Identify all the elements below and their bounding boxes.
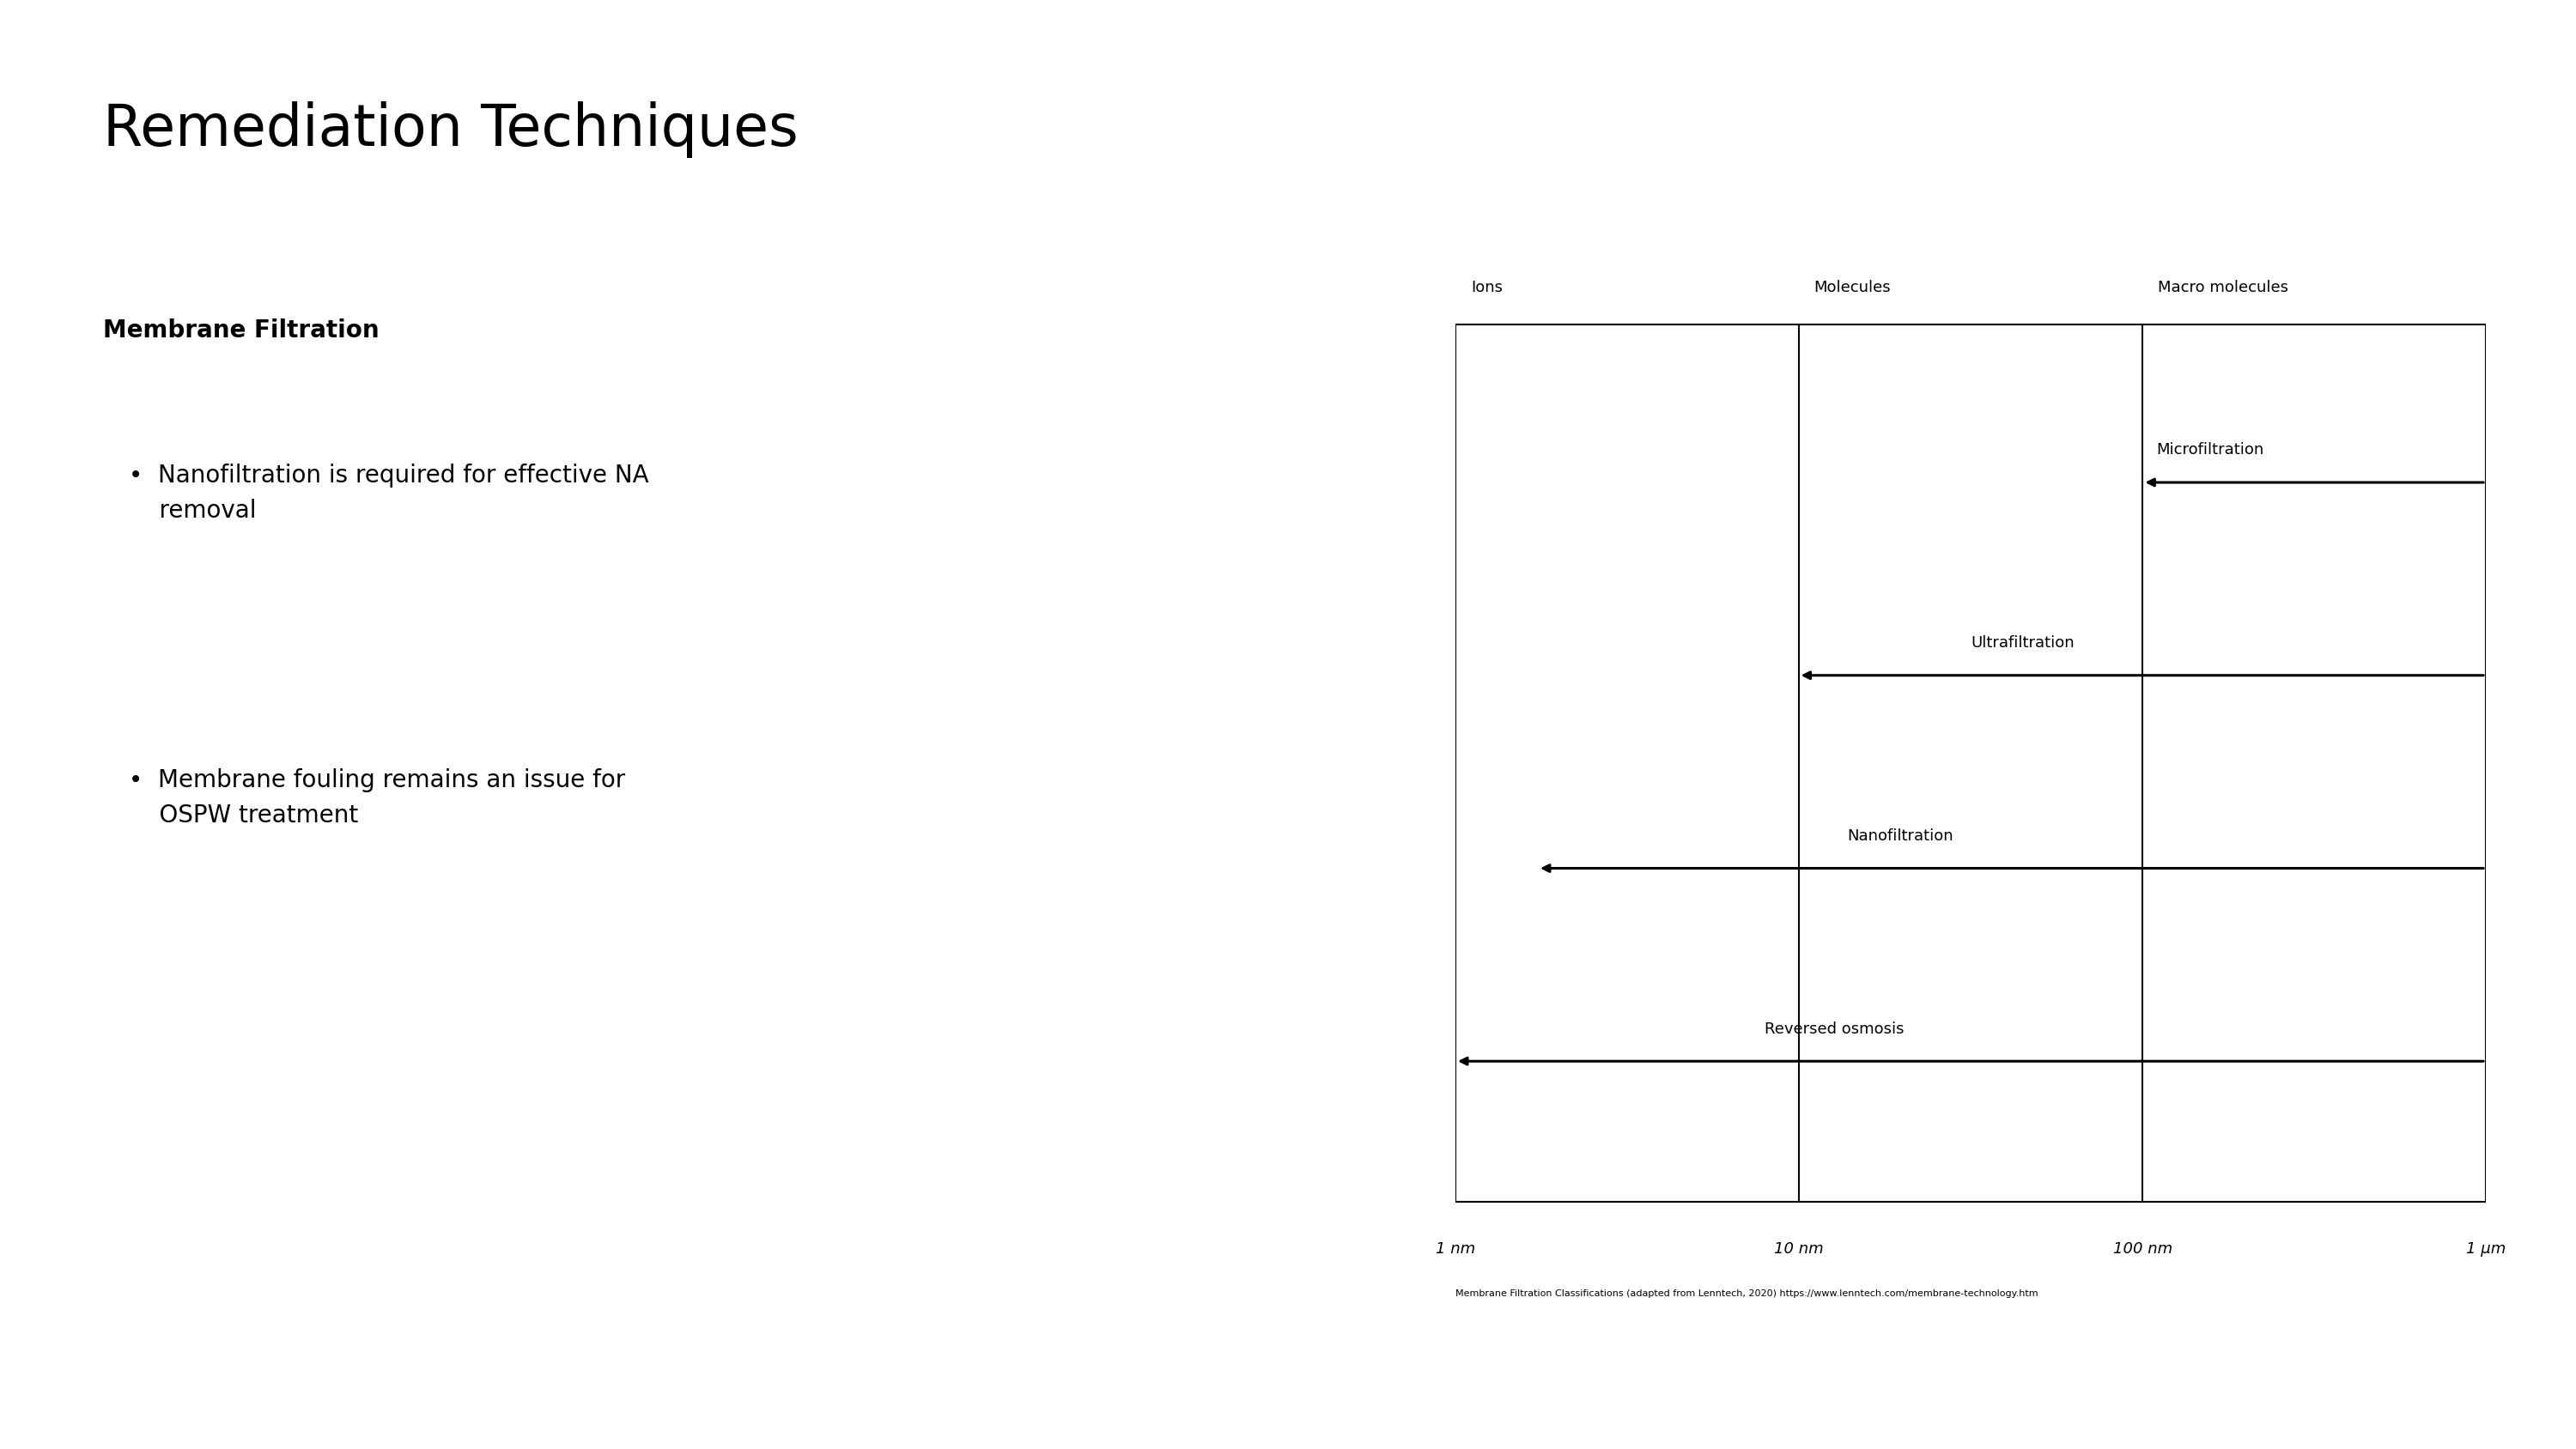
Text: 1 μm: 1 μm (2465, 1240, 2506, 1256)
Text: Membrane Filtration: Membrane Filtration (103, 319, 379, 343)
Text: Remediation Techniques: Remediation Techniques (103, 101, 799, 158)
Text: 1 nm: 1 nm (1435, 1240, 1476, 1256)
Text: Macro molecules: Macro molecules (2159, 280, 2287, 296)
Text: •  Membrane fouling remains an issue for
    OSPW treatment: • Membrane fouling remains an issue for … (129, 768, 626, 827)
Text: •  Nanofiltration is required for effective NA
    removal: • Nanofiltration is required for effecti… (129, 464, 649, 523)
Text: Membrane Filtration Classifications (adapted from Lenntech, 2020) https://www.le: Membrane Filtration Classifications (ada… (1455, 1290, 2038, 1298)
Text: 10 nm: 10 nm (1775, 1240, 1824, 1256)
Text: Microfiltration: Microfiltration (2156, 442, 2264, 458)
Text: Ultrafiltration: Ultrafiltration (1971, 635, 2074, 651)
Text: Reversed osmosis: Reversed osmosis (1765, 1022, 1904, 1036)
Text: Molecules: Molecules (1814, 280, 1891, 296)
Text: Nanofiltration: Nanofiltration (1847, 829, 1953, 843)
Text: 100 nm: 100 nm (2112, 1240, 2172, 1256)
Text: Ions: Ions (1471, 280, 1502, 296)
